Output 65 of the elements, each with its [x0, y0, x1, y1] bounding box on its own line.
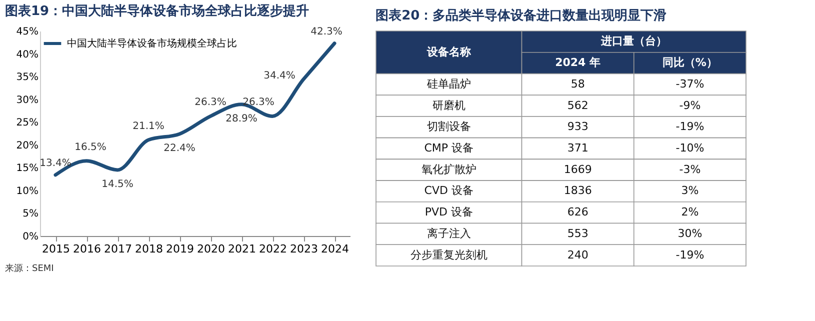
text: 图表20：多品类半导体设备进口数量出现明显下滑 — [376, 8, 667, 24]
chart-title: 图表19：中国大陆半导体设备市场全球占比逐步提升 — [5, 3, 310, 19]
data-label: 42.3% — [310, 26, 342, 38]
y-tick-label: 5% — [22, 208, 38, 220]
x-tick-label: 2021 — [228, 242, 256, 256]
x-tick-label: 2017 — [104, 242, 132, 256]
data-label: 26.3% — [242, 97, 274, 108]
category-label: 2024 年 — [555, 56, 601, 70]
y-tick-label: 0% — [22, 232, 38, 242]
text: -37% — [676, 77, 704, 90]
source-note: 来源：SEMI — [5, 263, 54, 274]
data-label: 26.3% — [194, 97, 226, 108]
data-label: 21.1% — [132, 120, 164, 132]
category-label: 分步重复光刻机 — [410, 248, 488, 262]
category-label: 离子注入 — [426, 226, 471, 240]
y-tick-label: 15% — [16, 163, 38, 174]
y-tick-label: 40% — [16, 49, 38, 60]
text: 371 — [567, 142, 588, 154]
data-label: 22.4% — [164, 142, 196, 154]
data-label: 13.4% — [40, 158, 72, 169]
x-tick-label: 2015 — [42, 242, 70, 256]
text: -9% — [679, 98, 701, 112]
data-label: 34.4% — [264, 70, 296, 82]
text: 240 — [567, 248, 588, 262]
y-tick-label: 45% — [16, 26, 38, 38]
y-tick-label: 20% — [16, 140, 38, 152]
data-label: 16.5% — [74, 142, 106, 153]
data-label: 14.5% — [102, 178, 134, 190]
text: 626 — [567, 206, 588, 219]
y-tick-label: 30% — [16, 94, 38, 106]
category-label: PVD 设备 — [424, 206, 473, 219]
text: -3% — [679, 162, 701, 176]
text: 553 — [567, 226, 588, 240]
text: 1836 — [564, 184, 592, 198]
x-tick-label: 2016 — [73, 242, 101, 256]
y-tick-label: 25% — [16, 118, 38, 129]
x-tick-label: 2018 — [135, 242, 163, 256]
category-label: 硅单晶炉 — [426, 77, 471, 90]
category-label: 同比（%） — [662, 56, 718, 70]
category-label: CMP 设备 — [424, 142, 474, 154]
x-tick-label: 2024 — [321, 242, 349, 256]
x-tick-label: 2022 — [259, 242, 287, 256]
text: 1669 — [564, 162, 592, 176]
text: -19% — [676, 248, 704, 262]
text: -10% — [676, 142, 704, 154]
text: 进口量（台） — [600, 34, 667, 48]
x-tick-label: 2019 — [166, 242, 194, 256]
text: 933 — [567, 120, 588, 134]
y-tick-label: 10% — [16, 186, 38, 197]
category-label: 研磨机 — [432, 98, 466, 112]
x-tick-label: 2020 — [197, 242, 225, 256]
text: 2% — [681, 206, 699, 219]
text: 设备名称 — [426, 45, 472, 58]
text: 58 — [570, 77, 585, 90]
text: 30% — [678, 226, 702, 240]
text: 3% — [681, 184, 699, 198]
category-label: 切割设备 — [426, 120, 471, 134]
text: -19% — [676, 120, 704, 134]
legend-label: 中国大陆半导体设备市场规模全球占比 — [67, 38, 237, 50]
data-label: 28.9% — [226, 113, 258, 124]
category-label: 氧化扩散炉 — [421, 162, 476, 176]
y-tick-label: 35% — [16, 72, 38, 84]
x-tick-label: 2023 — [290, 242, 318, 256]
text: 562 — [567, 98, 588, 112]
category-label: CVD 设备 — [424, 184, 474, 198]
